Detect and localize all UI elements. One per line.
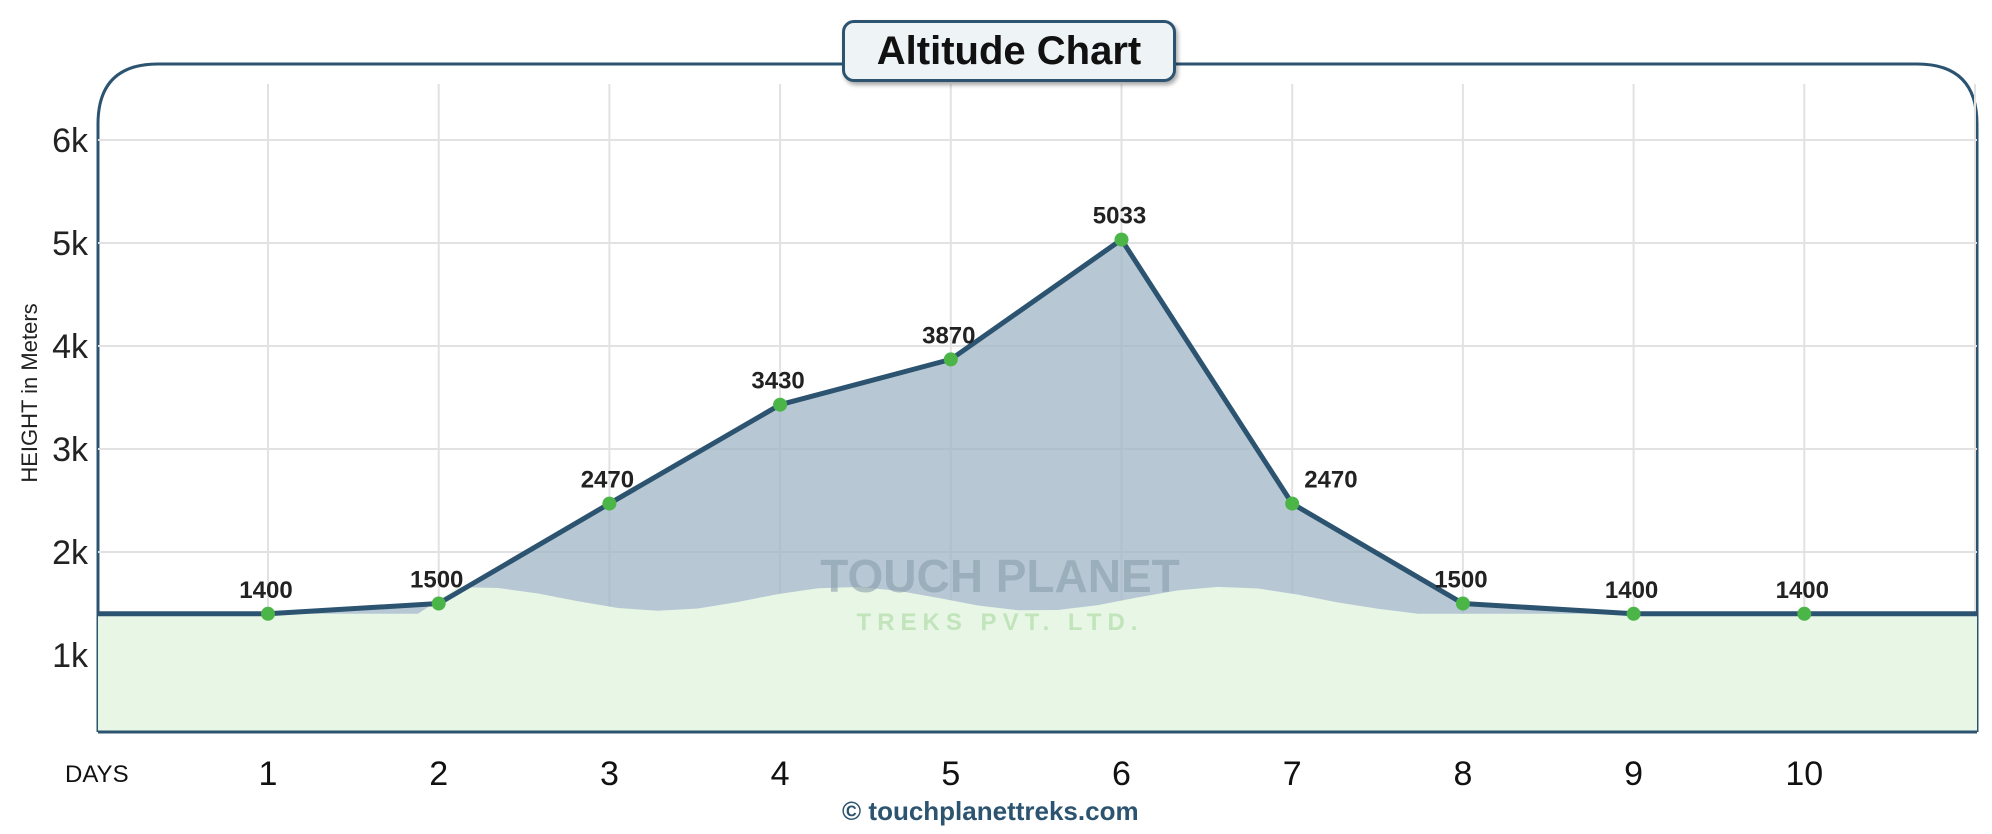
data-point <box>1285 496 1300 511</box>
y-tick-label: 5k <box>52 225 89 263</box>
footer-credit: © touchplanettreks.com <box>842 796 1139 827</box>
data-point <box>773 397 788 412</box>
data-point <box>602 496 617 511</box>
watermark-line2: TREKS PVT. LTD. <box>857 609 1144 636</box>
y-tick-label: 4k <box>52 328 89 366</box>
data-point <box>431 596 446 611</box>
data-label: 1400 <box>1605 577 1658 604</box>
x-tick-label: 10 <box>1785 755 1823 793</box>
x-axis-label: DAYS <box>65 761 129 788</box>
y-tick-label: 2k <box>52 534 89 572</box>
y-tick-label: 1k <box>52 637 89 675</box>
y-axis-label: HEIGHT in Meters <box>17 303 42 483</box>
x-tick-label: 7 <box>1283 755 1302 793</box>
x-tick-label: 9 <box>1624 755 1643 793</box>
data-label: 3430 <box>751 368 804 395</box>
site-link[interactable]: touchplanettreks.com <box>868 796 1139 826</box>
data-point <box>1797 606 1812 621</box>
data-label: 1400 <box>1776 577 1829 604</box>
data-point <box>1114 232 1129 247</box>
data-label: 2470 <box>1304 467 1357 494</box>
valley-band <box>98 586 1977 732</box>
y-tick-label: 6k <box>52 122 89 160</box>
data-label: 1400 <box>239 577 292 604</box>
data-point <box>943 352 958 367</box>
watermark-line1: TOUCH PLANET <box>820 550 1180 602</box>
x-tick-label: 6 <box>1112 755 1131 793</box>
chart-title: Altitude Chart <box>842 20 1176 82</box>
x-tick-label: 8 <box>1453 755 1472 793</box>
x-tick-label: 4 <box>771 755 790 793</box>
y-tick-label: 3k <box>52 431 89 469</box>
copyright-icon: © <box>842 796 862 826</box>
x-tick-label: 3 <box>600 755 619 793</box>
data-label: 2470 <box>581 467 634 494</box>
data-point <box>261 606 275 621</box>
data-label: 1500 <box>1434 567 1487 594</box>
x-tick-label: 1 <box>259 755 278 793</box>
altitude-line <box>98 237 1977 617</box>
data-label: 1500 <box>410 567 463 594</box>
x-tick-label: 2 <box>429 755 448 793</box>
data-point <box>1626 606 1641 621</box>
data-label: 3870 <box>922 322 975 349</box>
data-label: 5033 <box>1093 203 1146 230</box>
data-point <box>1455 596 1470 611</box>
x-tick-label: 5 <box>941 755 960 793</box>
